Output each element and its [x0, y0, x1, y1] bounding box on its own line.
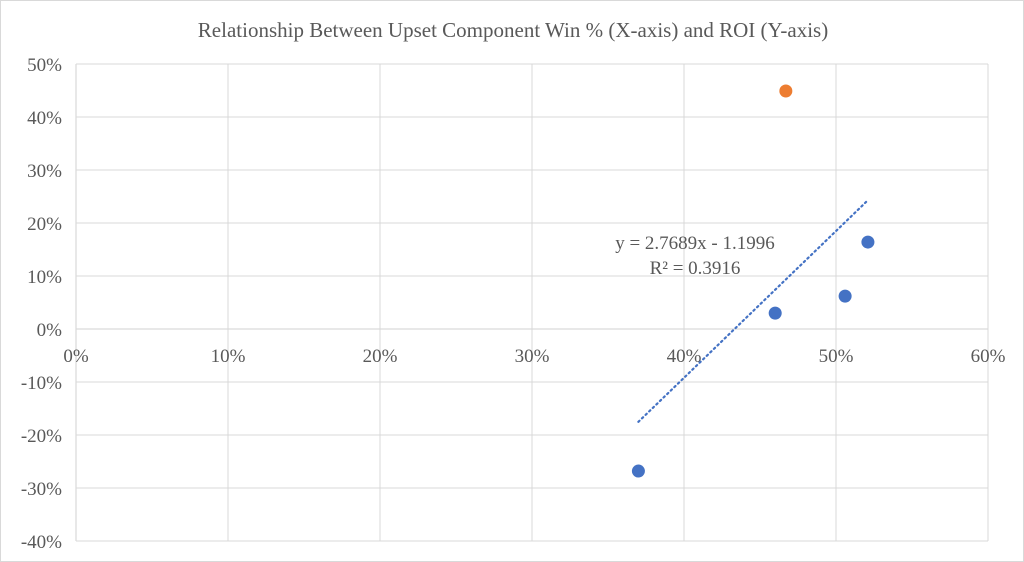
data-point	[631, 464, 645, 478]
y-tick-label: -10%	[21, 373, 62, 394]
y-tick-label: 40%	[27, 108, 62, 129]
y-tick-label: 50%	[27, 55, 62, 76]
point-layer	[631, 84, 875, 478]
y-tick-label: -30%	[21, 479, 62, 500]
y-tick-label: 30%	[27, 161, 62, 182]
trendline	[637, 199, 870, 423]
y-tick-label: -20%	[21, 426, 62, 447]
axis-layer: 50%40%30%20%10%0%-10%-20%-30%-40%0% 10% 20…	[21, 55, 1006, 553]
trendline-layer	[637, 199, 870, 423]
x-tick-label: 10%	[211, 346, 246, 367]
grid-layer	[76, 63, 989, 542]
data-point	[861, 235, 875, 249]
trendline-r-squared: R² = 0.3916	[650, 258, 741, 279]
data-point	[768, 306, 782, 320]
y-tick-label: 20%	[27, 214, 62, 235]
x-tick-label: 20%	[363, 346, 398, 367]
y-tick-label: 0%	[37, 320, 63, 341]
data-point	[838, 289, 852, 303]
x-tick-label: 0%	[63, 346, 89, 367]
x-tick-label: 50%	[819, 346, 854, 367]
x-tick-label: 30%	[515, 346, 550, 367]
y-tick-label: 10%	[27, 267, 62, 288]
x-tick-label: 60%	[971, 346, 1006, 367]
y-tick-label: -40%	[21, 532, 62, 553]
x-tick-label: 40%	[667, 346, 702, 367]
outlier-data-point	[779, 84, 793, 98]
chart-title: Relationship Between Upset Component Win…	[198, 18, 828, 42]
trendline-equation: y = 2.7689x - 1.1996	[615, 233, 775, 254]
